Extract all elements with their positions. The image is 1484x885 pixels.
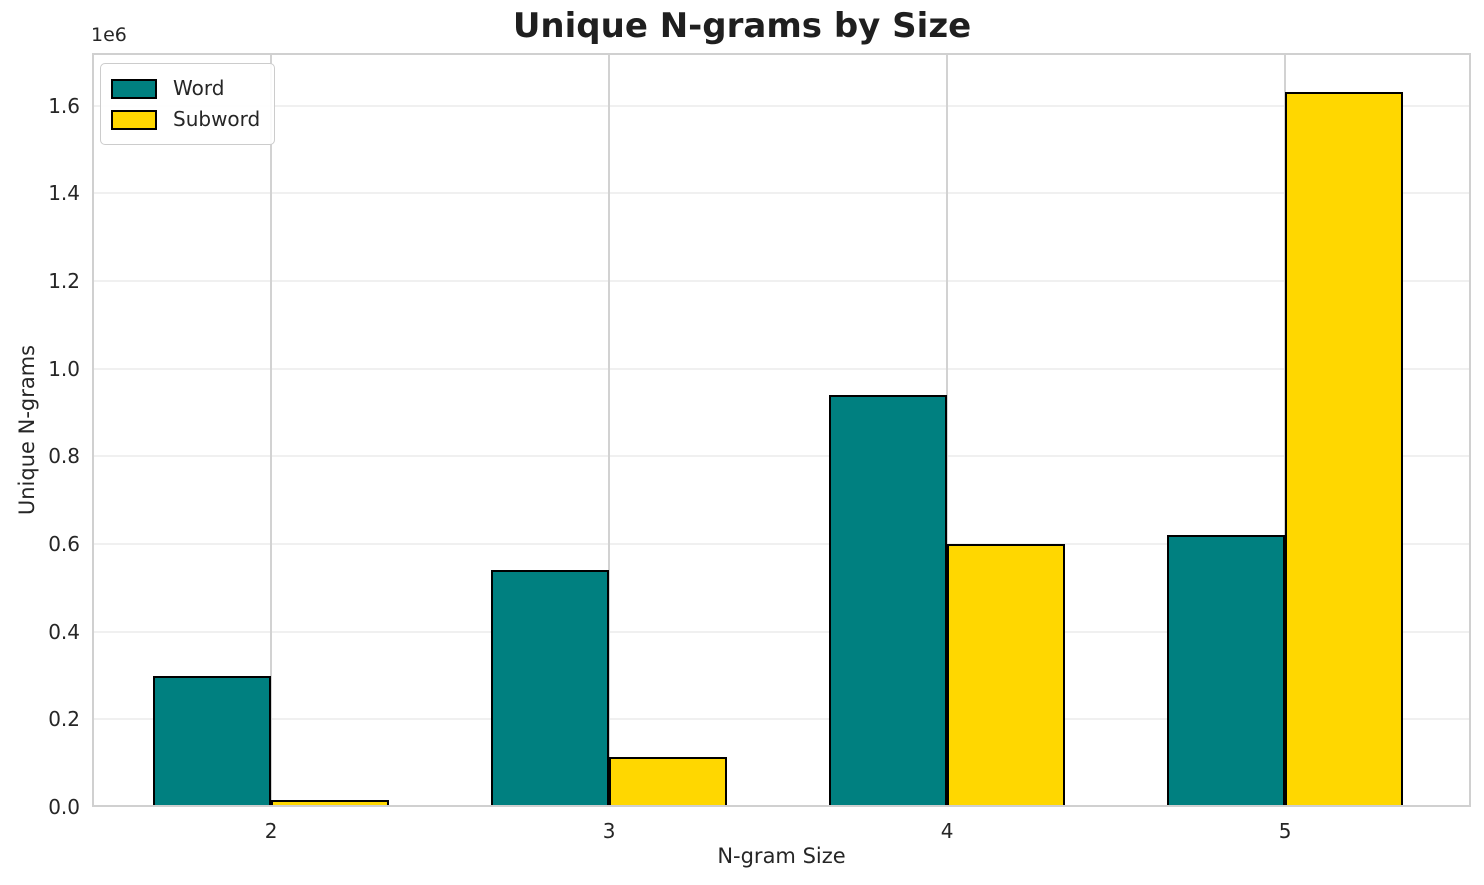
x-axis-label: N-gram Size	[717, 844, 846, 868]
horizontal-gridline	[92, 367, 1471, 370]
chart-title: Unique N-grams by Size	[512, 6, 972, 46]
bar-subword-2	[271, 800, 390, 807]
legend: Word Subword	[100, 63, 276, 145]
bar-word-2	[152, 675, 272, 807]
horizontal-gridline	[92, 455, 1471, 458]
horizontal-gridline	[92, 542, 1471, 545]
bar-word-3	[490, 570, 610, 807]
y-tick-label: 0.4	[48, 619, 80, 644]
bar-subword-4	[947, 543, 1066, 807]
legend-item-word: Word	[111, 73, 260, 104]
vertical-gridline	[946, 53, 949, 807]
x-tick-label: 2	[264, 819, 278, 843]
y-axis-offset-label: 1e6	[91, 24, 127, 46]
legend-swatch-word	[111, 78, 157, 99]
horizontal-gridline	[92, 192, 1471, 195]
x-tick-label: 5	[1278, 819, 1292, 843]
horizontal-gridline	[92, 630, 1471, 633]
vertical-gridline	[270, 53, 273, 807]
y-tick-label: 0.8	[48, 444, 80, 469]
legend-swatch-subword	[111, 109, 157, 130]
legend-label: Subword	[173, 107, 261, 131]
horizontal-gridline	[92, 718, 1471, 721]
y-tick-label: 1.0	[48, 356, 80, 381]
horizontal-gridline	[92, 104, 1471, 107]
bar-subword-5	[1285, 92, 1404, 807]
vertical-gridline	[608, 53, 611, 807]
y-tick-label: 1.4	[48, 181, 80, 206]
bar-subword-3	[609, 757, 728, 807]
legend-label: Word	[173, 76, 225, 100]
bars-layer	[92, 53, 1471, 807]
bar-word-5	[1166, 535, 1286, 807]
y-tick-label: 1.2	[48, 268, 80, 293]
y-tick-label: 0.6	[48, 531, 80, 556]
y-tick-label: 1.6	[48, 93, 80, 118]
y-tick-label: 0.0	[48, 795, 80, 819]
legend-item-subword: Subword	[111, 104, 260, 135]
bar-word-4	[828, 394, 948, 807]
horizontal-gridline	[92, 279, 1471, 282]
plot-area: Word Subword	[92, 53, 1471, 807]
y-tick-label: 0.2	[48, 707, 80, 732]
x-tick-label: 4	[940, 819, 954, 843]
x-tick-label: 3	[602, 819, 616, 843]
